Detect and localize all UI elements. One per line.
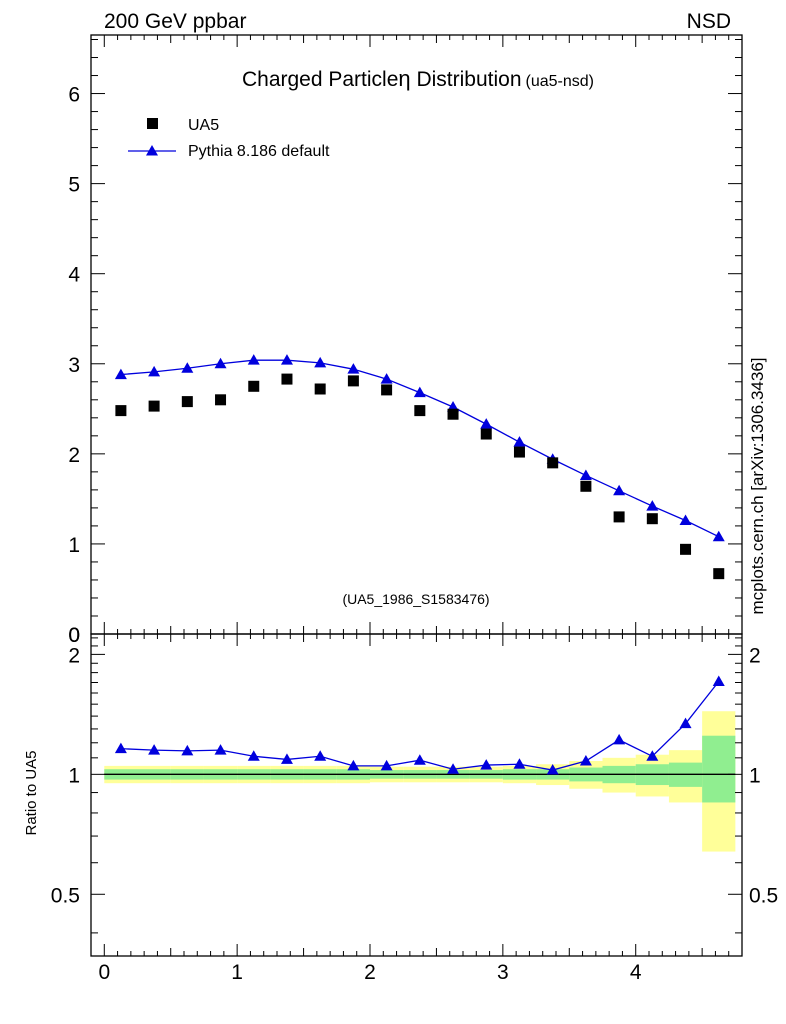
x-tick-label: 4 [630,961,642,984]
ua5-point [547,457,559,469]
pythia-point [247,354,260,365]
ratio-y-tick-label: 0.5 [51,884,80,907]
x-tick-label: 2 [364,961,376,984]
ratio-point [280,753,293,764]
pythia-point [480,418,493,429]
ratio-panel: 0.5 0.5 1 1 2 2 0 1 2 3 4 Ratio to UA5 [23,633,778,984]
pythia-point [613,484,626,496]
ratio-point [380,759,393,771]
pythia-point [380,373,393,384]
ua5-point [680,543,692,555]
ratio-point [513,758,526,769]
pythia-point [347,363,360,374]
ratio-point [314,750,327,761]
ua5-point [513,446,525,458]
y-tick-label: 1 [68,534,80,557]
ua5-point [115,405,127,417]
x-tick-label: 3 [497,961,509,984]
chart-title-sub: (ua5-nsd) [526,73,594,90]
ua5-point [646,513,658,525]
pythia-point [712,530,725,542]
ratio-point [347,759,360,771]
y-tick-label: 2 [68,444,80,467]
y-tick-label: 3 [68,354,80,377]
ratio-y-tick-label-right: 0.5 [749,884,778,907]
ua5-point [314,383,326,395]
chart-title-symbol: η [398,66,410,91]
pythia-point [646,500,659,511]
ua5-point [215,394,227,406]
ratio-point [613,733,626,745]
legend: UA5 Pythia 8.186 default [128,117,330,160]
chart-title: Charged Particleη Distribution (ua5-nsd) [242,66,594,91]
ua5-point [248,380,260,392]
ua5-point [381,384,393,396]
pythia-point [181,362,194,373]
ua5-point [414,405,426,417]
ua5-point [181,396,193,408]
ratio-point [148,744,161,755]
pythia-point [148,365,161,377]
ratio-y-tick-label-right: 2 [749,644,761,667]
x-tick-label: 1 [231,961,243,984]
ratio-point [646,750,659,761]
legend-label-ua5: UA5 [188,117,219,134]
pythia-point [679,514,692,526]
ratio-point [181,744,194,756]
chart-title-tail: Distribution [411,68,522,91]
x-tick-label: 0 [98,961,110,984]
y-tick-label: 0 [68,624,80,647]
ratio-frame [90,633,743,957]
pythia-point [214,357,227,369]
ratio-point [114,742,127,754]
ratio-point [447,763,460,774]
chart-title-main: Charged Particle [242,68,398,91]
pythia-point [280,354,293,365]
watermark: (UA5_1986_S1583476) [342,591,489,607]
y-tick-label: 6 [68,84,80,107]
ua5-point [713,568,725,580]
ratio-point [247,750,260,761]
ratio-point [679,717,692,729]
legend-marker-ua5 [147,118,158,129]
ua5-point [447,408,459,420]
legend-marker-pythia [146,145,158,156]
ua5-point [281,373,293,385]
ratio-point [480,759,493,770]
ratio-point [214,744,227,755]
pythia-point [314,356,327,368]
ratio-y-tick-label: 1 [68,764,80,787]
ratio-ylabel: Ratio to UA5 [23,750,40,835]
side-label: mcplots.cern.ch [arXiv:1306.3436] [748,357,767,614]
pythia-point [413,386,426,398]
ratio-point [546,764,559,775]
uncertainty-band-stat [702,735,736,803]
ua5-point [480,428,492,440]
y-tick-label: 4 [68,264,80,287]
ratio-point [712,675,725,686]
ua5-point [347,375,359,387]
pythia-point [114,368,127,380]
ratio-y-tick-label-right: 1 [749,764,761,787]
y-tick-label: 5 [68,174,80,197]
ratio-point [579,755,592,766]
pythia-point [579,469,592,480]
y-tick-label-zero: 0 [68,624,80,647]
header-left: 200 GeV ppbar [104,10,246,33]
header-right: NSD [687,10,731,33]
ua5-point [613,511,625,523]
pythia-point [513,436,526,447]
ua5-point [580,480,592,492]
ua5-point [148,400,160,412]
legend-label-pythia: Pythia 8.186 default [188,143,330,160]
ratio-point [413,754,426,765]
ratio-y-tick-label: 2 [68,644,80,667]
